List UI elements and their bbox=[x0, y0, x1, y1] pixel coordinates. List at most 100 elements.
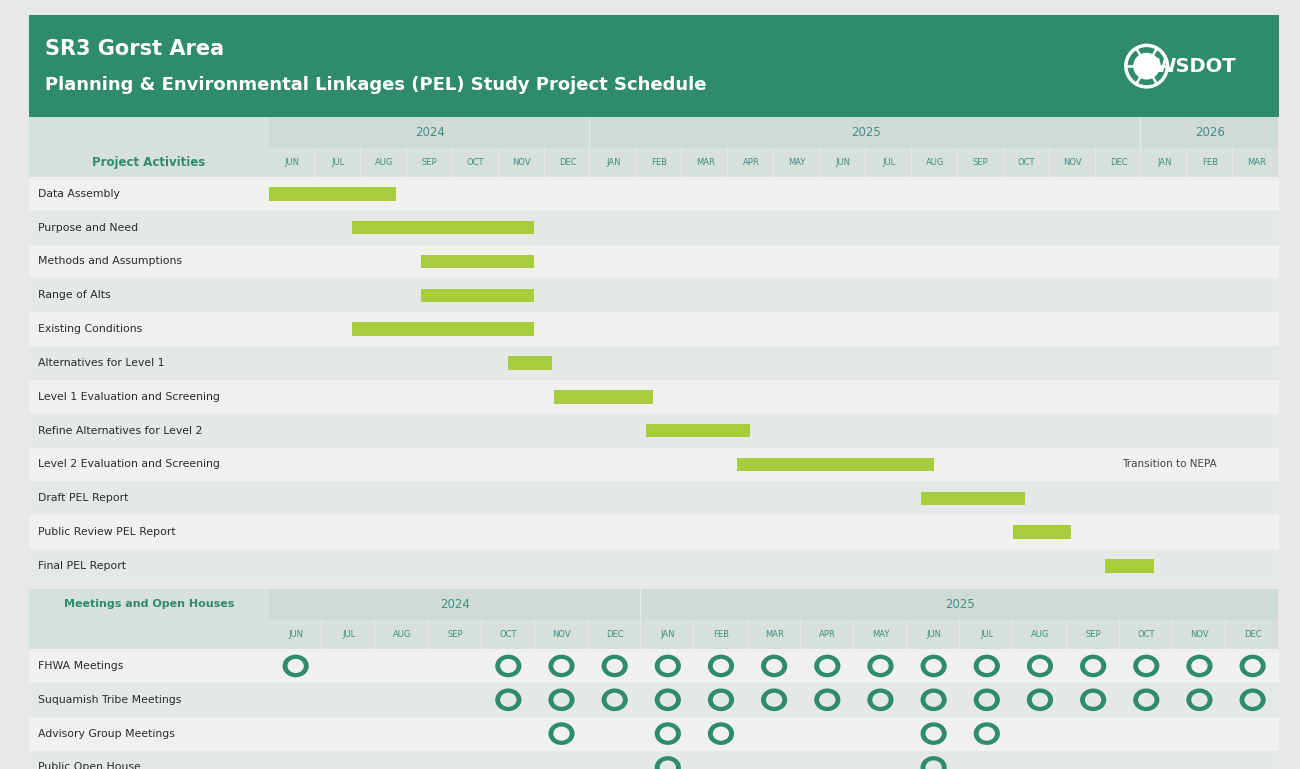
Text: MAR: MAR bbox=[1247, 158, 1266, 167]
Text: NOV: NOV bbox=[552, 630, 571, 639]
FancyBboxPatch shape bbox=[269, 177, 1279, 211]
Circle shape bbox=[766, 659, 783, 673]
FancyBboxPatch shape bbox=[269, 620, 321, 649]
FancyBboxPatch shape bbox=[29, 481, 269, 515]
FancyBboxPatch shape bbox=[29, 589, 269, 620]
Circle shape bbox=[708, 688, 734, 711]
Text: OCT: OCT bbox=[499, 630, 517, 639]
FancyBboxPatch shape bbox=[590, 117, 1140, 148]
Circle shape bbox=[655, 688, 681, 711]
Text: Refine Alternatives for Level 2: Refine Alternatives for Level 2 bbox=[38, 425, 202, 436]
Text: MAY: MAY bbox=[788, 158, 806, 167]
Text: JUL: JUL bbox=[980, 630, 993, 639]
Circle shape bbox=[1244, 693, 1261, 707]
Circle shape bbox=[282, 654, 309, 677]
FancyBboxPatch shape bbox=[29, 620, 269, 649]
FancyBboxPatch shape bbox=[1173, 620, 1225, 649]
FancyBboxPatch shape bbox=[641, 620, 693, 649]
Text: FEB: FEB bbox=[712, 630, 729, 639]
Circle shape bbox=[655, 654, 681, 677]
Circle shape bbox=[1244, 659, 1261, 673]
FancyBboxPatch shape bbox=[774, 148, 819, 177]
FancyBboxPatch shape bbox=[269, 589, 640, 620]
FancyBboxPatch shape bbox=[1226, 620, 1278, 649]
Circle shape bbox=[766, 693, 783, 707]
Circle shape bbox=[974, 654, 1000, 677]
Circle shape bbox=[760, 688, 788, 711]
Circle shape bbox=[1032, 693, 1048, 707]
Circle shape bbox=[1191, 693, 1208, 707]
Circle shape bbox=[1138, 659, 1154, 673]
Text: Level 1 Evaluation and Screening: Level 1 Evaluation and Screening bbox=[38, 391, 220, 402]
Circle shape bbox=[549, 722, 575, 745]
FancyBboxPatch shape bbox=[407, 148, 451, 177]
Circle shape bbox=[602, 688, 628, 711]
Text: Range of Alts: Range of Alts bbox=[38, 290, 111, 301]
Text: Alternatives for Level 1: Alternatives for Level 1 bbox=[38, 358, 164, 368]
Circle shape bbox=[549, 688, 575, 711]
Text: NOV: NOV bbox=[512, 158, 530, 167]
Circle shape bbox=[708, 722, 734, 745]
Text: JUL: JUL bbox=[883, 158, 896, 167]
Text: AUG: AUG bbox=[1031, 630, 1049, 639]
Text: OCT: OCT bbox=[467, 158, 485, 167]
Circle shape bbox=[500, 659, 516, 673]
FancyBboxPatch shape bbox=[269, 148, 315, 177]
Text: Methods and Assumptions: Methods and Assumptions bbox=[38, 256, 182, 267]
FancyBboxPatch shape bbox=[29, 717, 269, 751]
Text: JUL: JUL bbox=[332, 158, 344, 167]
FancyBboxPatch shape bbox=[315, 148, 360, 177]
FancyBboxPatch shape bbox=[269, 117, 589, 148]
Circle shape bbox=[1086, 693, 1101, 707]
FancyBboxPatch shape bbox=[866, 148, 911, 177]
FancyBboxPatch shape bbox=[269, 380, 1279, 414]
Circle shape bbox=[926, 693, 941, 707]
FancyBboxPatch shape bbox=[269, 649, 1279, 683]
Circle shape bbox=[979, 727, 994, 741]
Circle shape bbox=[549, 654, 575, 677]
Circle shape bbox=[979, 693, 994, 707]
Text: 2024: 2024 bbox=[415, 126, 445, 138]
Circle shape bbox=[1138, 693, 1154, 707]
FancyBboxPatch shape bbox=[646, 424, 750, 438]
FancyBboxPatch shape bbox=[421, 255, 534, 268]
Circle shape bbox=[974, 688, 1000, 711]
Text: WSDOT: WSDOT bbox=[1154, 57, 1236, 75]
Text: AUG: AUG bbox=[926, 158, 944, 167]
Circle shape bbox=[1027, 654, 1053, 677]
Text: Advisory Group Meetings: Advisory Group Meetings bbox=[38, 728, 174, 739]
Text: DEC: DEC bbox=[606, 630, 624, 639]
FancyBboxPatch shape bbox=[961, 620, 1013, 649]
FancyBboxPatch shape bbox=[421, 288, 534, 302]
Text: SEP: SEP bbox=[447, 630, 463, 639]
Text: DEC: DEC bbox=[1110, 158, 1127, 167]
FancyBboxPatch shape bbox=[29, 346, 269, 380]
FancyBboxPatch shape bbox=[352, 322, 534, 336]
FancyBboxPatch shape bbox=[352, 221, 534, 235]
Circle shape bbox=[920, 688, 946, 711]
FancyBboxPatch shape bbox=[801, 620, 853, 649]
Text: DEC: DEC bbox=[559, 158, 576, 167]
Circle shape bbox=[1187, 654, 1213, 677]
Circle shape bbox=[554, 727, 569, 741]
FancyBboxPatch shape bbox=[269, 481, 1279, 515]
Circle shape bbox=[920, 654, 946, 677]
Text: FHWA Meetings: FHWA Meetings bbox=[38, 661, 124, 671]
Text: OCT: OCT bbox=[1138, 630, 1154, 639]
FancyBboxPatch shape bbox=[588, 620, 640, 649]
FancyBboxPatch shape bbox=[508, 356, 552, 370]
FancyBboxPatch shape bbox=[361, 148, 406, 177]
Text: JUN: JUN bbox=[926, 630, 941, 639]
FancyBboxPatch shape bbox=[641, 589, 1278, 620]
FancyBboxPatch shape bbox=[322, 620, 374, 649]
FancyBboxPatch shape bbox=[682, 148, 727, 177]
FancyBboxPatch shape bbox=[1141, 148, 1187, 177]
FancyBboxPatch shape bbox=[911, 148, 957, 177]
FancyBboxPatch shape bbox=[269, 414, 1279, 448]
Circle shape bbox=[867, 654, 893, 677]
FancyBboxPatch shape bbox=[29, 683, 269, 717]
Circle shape bbox=[659, 727, 676, 741]
FancyBboxPatch shape bbox=[747, 620, 799, 649]
Circle shape bbox=[819, 693, 836, 707]
Circle shape bbox=[659, 761, 676, 769]
